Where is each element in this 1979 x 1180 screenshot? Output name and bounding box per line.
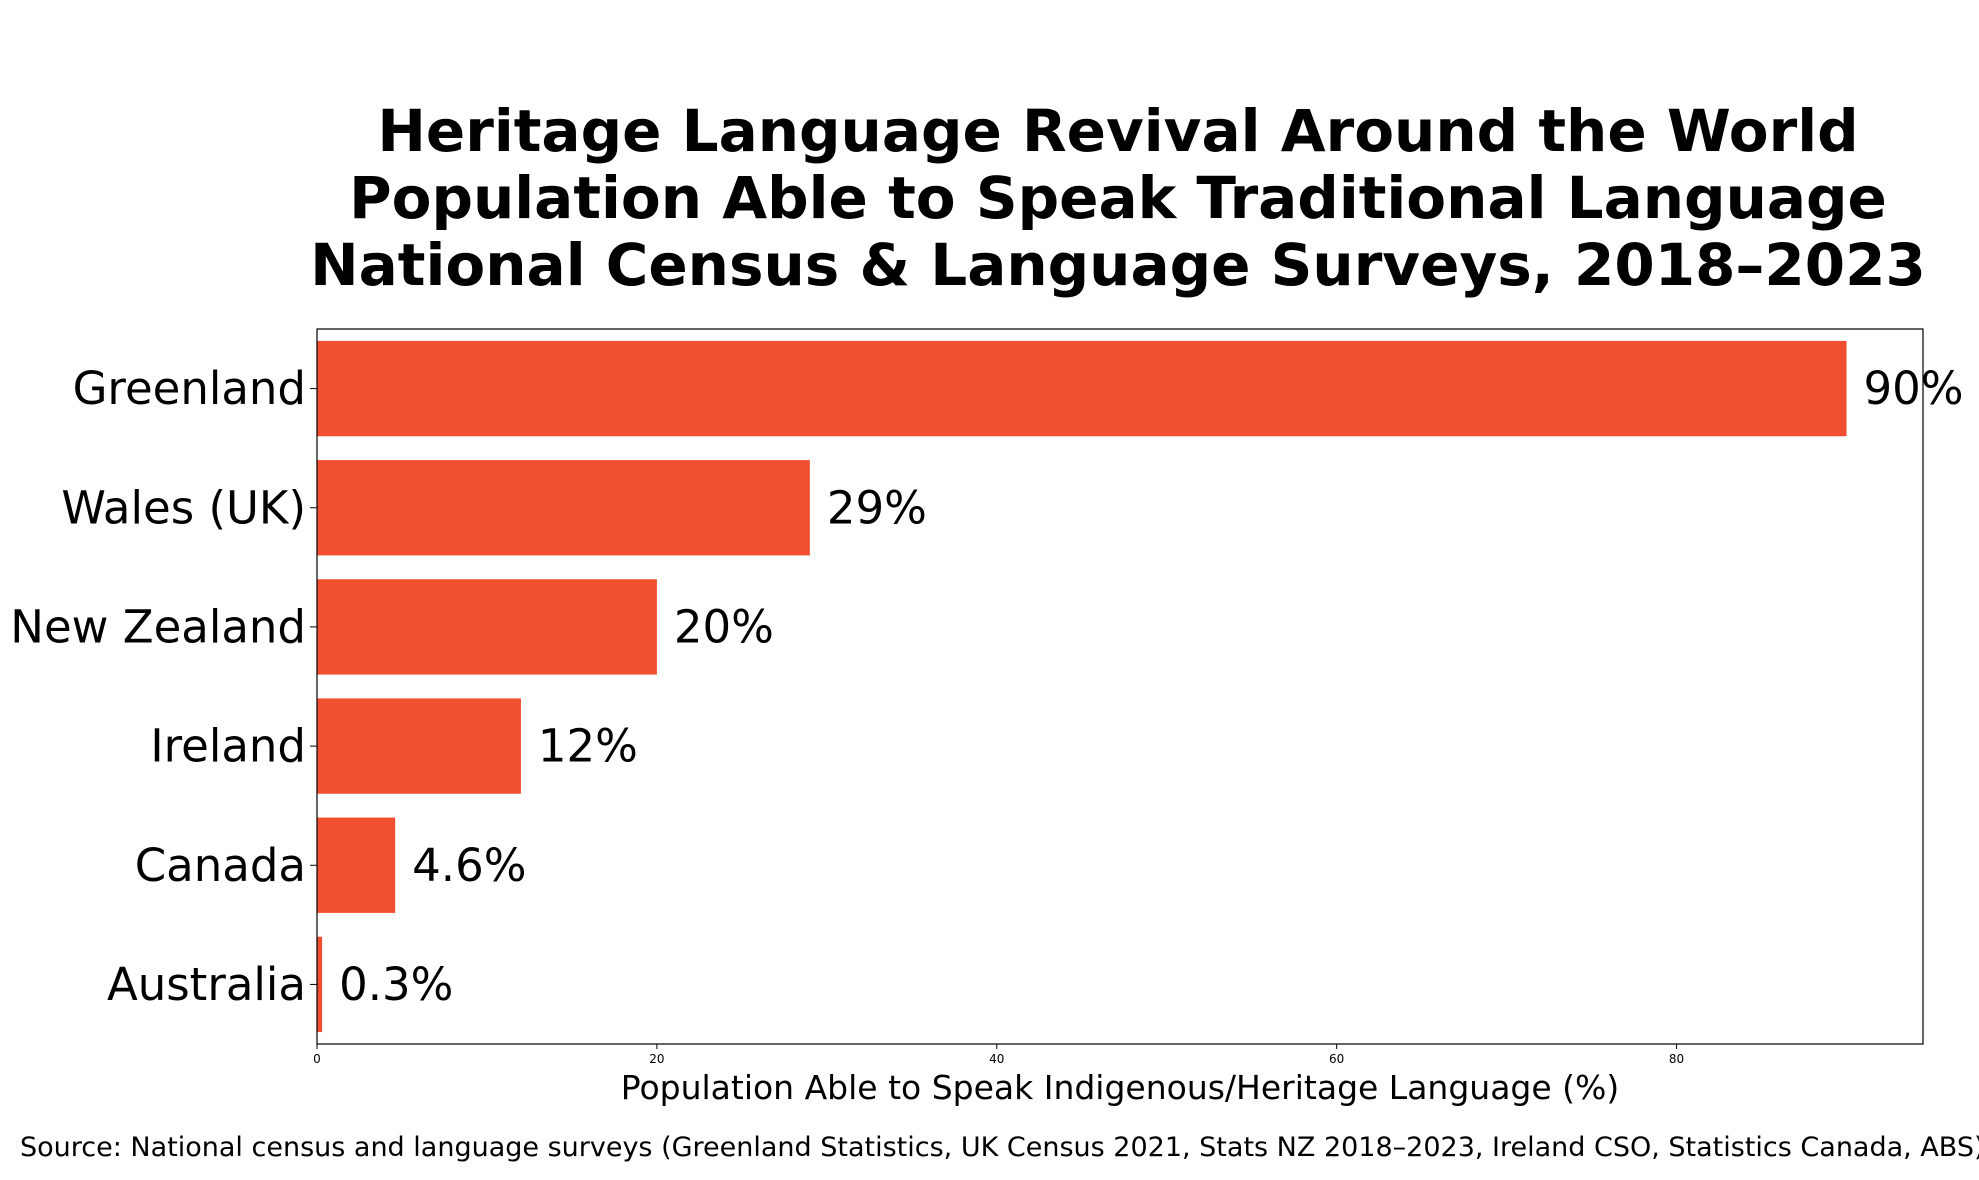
category-label: Canada — [135, 839, 306, 892]
data-label: 4.6% — [412, 839, 526, 892]
chart-title-line-2: Population Able to Speak Traditional Lan… — [349, 164, 1887, 232]
data-label: 12% — [538, 720, 638, 773]
bars-layer: 90% 29% 20% 12% 4.6% 0.3% — [317, 340, 1964, 1033]
category-label: Greenland — [73, 362, 306, 415]
x-axis-title: Population Able to Speak Indigenous/Heri… — [621, 1068, 1620, 1107]
bar-greenland — [317, 340, 1847, 437]
chart-title: Heritage Language Revival Around the Wor… — [310, 97, 1926, 299]
category-label: New Zealand — [10, 600, 306, 653]
category-labels: Greenland Wales (UK) New Zealand Ireland Can… — [10, 362, 317, 1011]
plot-frame — [316, 328, 1924, 1045]
x-tick-label: 60 — [1329, 1052, 1344, 1066]
x-tick-label: 40 — [989, 1052, 1004, 1066]
bar-new-zealand — [317, 579, 657, 675]
x-axis: 0 20 40 60 80 — [313, 1044, 1684, 1066]
x-tick-label: 20 — [649, 1052, 664, 1066]
category-label: Australia — [107, 958, 306, 1011]
x-tick-label: 0 — [313, 1052, 321, 1066]
category-label: Wales (UK) — [61, 481, 306, 534]
bar-canada — [317, 817, 396, 913]
bar-ireland — [317, 698, 521, 794]
data-label: 90% — [1864, 362, 1964, 415]
data-label: 29% — [827, 481, 927, 534]
x-tick-label: 80 — [1669, 1052, 1684, 1066]
chart-title-line-1: Heritage Language Revival Around the Wor… — [377, 97, 1858, 165]
data-label: 20% — [674, 600, 774, 653]
chart-title-line-3: National Census & Language Surveys, 2018… — [310, 231, 1926, 299]
bar-wales-uk — [317, 460, 810, 556]
data-label: 0.3% — [339, 958, 453, 1011]
source-note: Source: National census and language sur… — [20, 1132, 1979, 1163]
bar-australia — [317, 936, 323, 1033]
category-label: Ireland — [150, 720, 306, 773]
